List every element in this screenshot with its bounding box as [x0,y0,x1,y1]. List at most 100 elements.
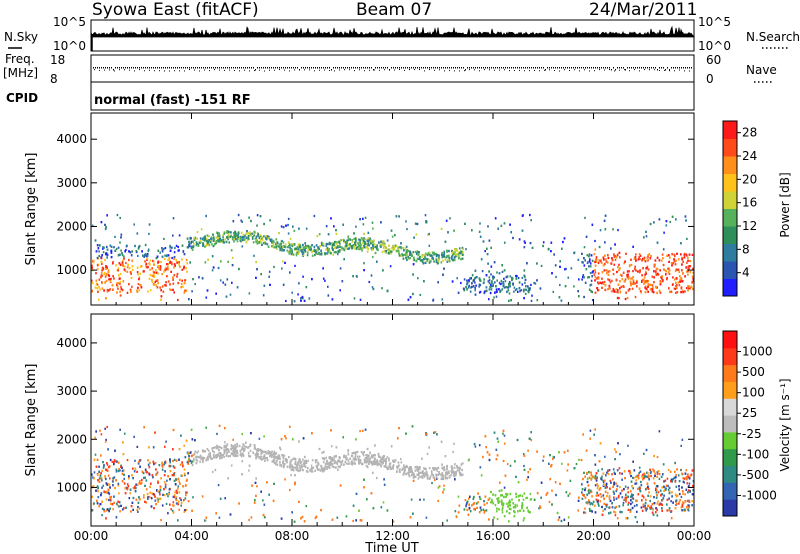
power-echo [189,245,191,248]
power-echo [555,275,557,279]
power-echo [435,255,438,258]
freq-left-tick-bottom: 8 [50,72,58,86]
power-echo [355,246,358,250]
power-echo [92,259,95,262]
power-echo [451,280,454,283]
power-echo [217,232,219,235]
power-echo [297,243,300,246]
power-echo [291,244,293,247]
power-echo [291,249,293,252]
nave-point [654,69,655,71]
power-echo [601,277,603,280]
power-echo [553,253,555,256]
power-echo [441,253,443,256]
power-echo [289,237,292,240]
power-echo [504,280,507,283]
freq-point [449,67,450,69]
power-echo [559,283,561,287]
power-echo [293,229,296,232]
power-echo [315,251,317,254]
nave-point [639,70,640,72]
power-echo [363,240,365,244]
power-echo [157,264,159,267]
freq-point [265,67,266,69]
power-echo [362,223,365,226]
power-echo [590,254,593,257]
power-echo [329,251,331,254]
power-echo [385,250,387,253]
power-echo [588,276,590,279]
power-echo [344,245,347,249]
power-echo [147,248,150,251]
power-echo [104,227,107,231]
noise-right-tick-bottom: 10^0 [698,39,731,53]
power-echo [615,256,618,259]
power-echo [258,236,261,239]
power-echo [101,281,103,284]
power-echo [104,223,106,226]
power-echo [680,277,683,280]
power-echo [362,238,364,241]
power-echo [173,251,176,254]
power-echo [172,217,175,220]
power-echo [125,261,127,265]
power-echo [116,213,119,217]
power-echo [310,249,313,252]
power-echo [282,283,285,286]
power-echo [602,264,605,267]
power-echo [372,227,374,230]
power-echo [338,250,341,253]
power-echo [404,247,407,250]
power-echo [305,227,308,230]
power-echo [604,214,607,217]
power-echo [605,260,608,263]
power-echo [510,299,512,302]
power-echo [190,240,193,243]
freq-point [361,67,362,69]
power-echo [527,285,529,288]
power-echo [293,243,296,246]
nave-point [254,70,255,72]
power-echo [643,236,645,239]
power-echo [458,247,461,250]
power-echo [230,234,232,237]
power-echo [629,264,631,267]
power-echo [656,256,659,259]
power-echo [588,255,590,258]
power-echo [367,243,369,247]
power-echo [669,290,671,293]
power-echo [354,240,357,243]
power-echo [264,240,266,244]
power-echo [400,242,402,245]
power-echo [177,298,179,302]
power-echo [647,268,650,271]
power-echo [159,251,161,254]
power-echo [428,244,431,247]
power-echo [272,244,275,247]
power-echo [360,247,363,250]
power-echo [105,265,107,268]
power-colorbar-label: 4 [742,266,750,280]
freq-point [199,67,200,69]
power-echo [641,274,643,277]
power-echo [331,247,333,250]
power-echo [457,253,460,256]
power-echo [131,265,134,268]
power-echo [536,279,538,282]
power-echo [324,252,326,256]
power-echo [651,288,654,291]
freq-point [615,69,616,71]
nave-point [279,69,280,71]
power-echo [313,214,316,218]
power-echo [161,285,164,288]
power-echo [326,252,328,255]
power-echo [607,270,610,273]
power-echo [372,247,374,250]
freq-point [641,67,642,69]
freq-point [625,69,626,71]
freq-point [559,67,560,69]
power-echo [411,254,413,257]
power-echo [644,286,646,289]
power-echo [478,285,480,288]
power-colorbar-frame [722,120,738,297]
